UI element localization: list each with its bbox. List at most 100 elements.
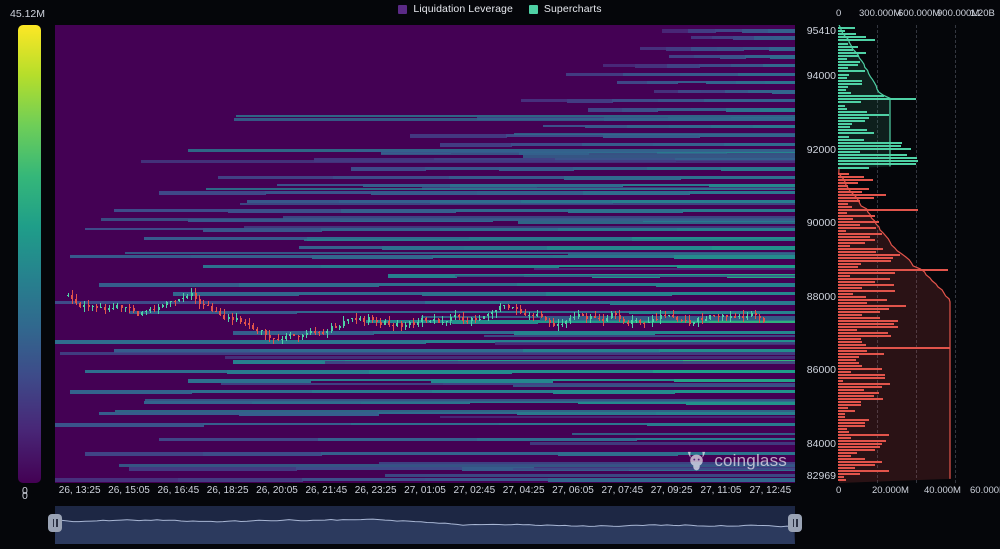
side-bar-long [838, 280, 875, 283]
time-axis-label: 27, 09:25 [650, 485, 693, 496]
side-bar-long [838, 364, 862, 367]
side-bar-short [838, 166, 870, 169]
side-bar-long [838, 343, 866, 346]
side-bar-long [838, 253, 901, 256]
side-bar-long [838, 187, 870, 190]
side-bar-long [838, 214, 875, 217]
side-bar-long [838, 211, 848, 214]
side-bar-long [838, 262, 861, 265]
side-bar-long [838, 286, 862, 289]
side-axis-label: 0 [836, 485, 842, 496]
colorbar-zero-label: 0 [22, 485, 28, 497]
side-bar-long [838, 424, 865, 427]
side-bar-long [838, 463, 876, 466]
side-bar-long [838, 190, 863, 193]
navigator-track[interactable] [48, 506, 802, 544]
side-bar-long [838, 232, 882, 235]
side-bar-long [838, 310, 880, 313]
side-bar-short [838, 39, 875, 42]
side-bar-long [838, 184, 849, 187]
price-axis-label: 94000 [806, 69, 836, 82]
side-bar-short [838, 33, 856, 36]
legend-item-liquidation-leverage[interactable]: Liquidation Leverage [398, 3, 513, 15]
side-bar-short [838, 67, 848, 70]
side-bar-short [838, 154, 908, 157]
legend-label: Supercharts [543, 3, 602, 15]
time-axis-label: 26, 23:25 [354, 485, 397, 496]
side-bar-short [838, 129, 868, 132]
time-axis-label: 27, 06:05 [552, 485, 594, 496]
side-bar-long [838, 283, 895, 286]
side-bar-long [838, 223, 861, 226]
side-bar-long [838, 400, 861, 403]
side-bar-long [838, 442, 883, 445]
side-bar-long [838, 325, 898, 328]
side-panel-top-axis: 0 300.000M 600.000M 900.000M 1.20B [836, 8, 1000, 22]
side-bar-long [838, 433, 890, 436]
side-bar-short [838, 98, 917, 101]
side-bar-long [838, 277, 890, 280]
side-bar-long [838, 238, 876, 241]
side-bar-long [838, 319, 898, 322]
side-bar-long [838, 328, 857, 331]
side-bar-long [838, 331, 888, 334]
heatmap-plot-area[interactable]: coinglass [55, 25, 795, 483]
side-bar-short [838, 120, 865, 122]
legend-item-supercharts[interactable]: Supercharts [528, 3, 602, 15]
side-bar-short [838, 36, 866, 39]
side-bar-long [838, 376, 886, 379]
side-bar-short [838, 45, 859, 48]
legend-swatch-icon [398, 4, 408, 14]
side-bar-long [838, 289, 895, 292]
side-bar-long [838, 346, 951, 349]
side-bar-long [838, 469, 890, 472]
side-bar-long [838, 466, 856, 469]
side-bar-long [838, 379, 844, 382]
side-bar-long [838, 361, 860, 364]
side-bar-long [838, 181, 859, 184]
range-handle-left[interactable] [48, 514, 62, 532]
side-bar-long [838, 436, 852, 439]
price-axis-label: 92000 [806, 143, 836, 156]
side-bar-long [838, 244, 850, 247]
side-panel-bottom-axis: 0 20.000M 40.000M 60.000M [836, 485, 1000, 499]
side-bar-long [838, 205, 852, 208]
side-bar-short [838, 58, 847, 60]
side-bar-long [838, 208, 919, 211]
side-bar-short [838, 144, 901, 147]
side-bar-long [838, 259, 891, 262]
time-axis-label: 26, 13:25 [58, 485, 101, 496]
range-handle-right[interactable] [788, 514, 802, 532]
side-bar-long [838, 301, 868, 304]
side-bar-long [838, 412, 846, 415]
side-bar-long [838, 340, 863, 343]
side-bar-short [838, 113, 889, 116]
side-bar-long [838, 478, 847, 481]
side-bar-long [838, 403, 862, 406]
side-bar-short [838, 138, 864, 141]
range-navigator[interactable] [0, 503, 1000, 549]
side-bar-short [838, 163, 917, 166]
side-axis-label: 20.000M [872, 485, 909, 496]
coinglass-watermark: coinglass [685, 450, 787, 471]
side-bar-long [838, 457, 866, 460]
side-bar-short [838, 104, 845, 107]
color-scale-max-label: 45.12M [10, 8, 46, 20]
cumulative-liquidation-panel[interactable] [838, 25, 994, 483]
side-bar-long [838, 298, 887, 301]
side-bar-long [838, 406, 849, 409]
side-bar-long [838, 472, 860, 475]
side-bar-long [838, 334, 891, 337]
price-axis-label: 86000 [806, 364, 836, 377]
side-axis-label: 0 [836, 8, 842, 19]
side-bar-long [838, 235, 870, 238]
time-axis-label: 27, 12:45 [749, 485, 792, 496]
side-bar-long [838, 193, 887, 196]
side-bar-long [838, 217, 853, 220]
side-bar-short [838, 151, 860, 153]
side-bar-long [838, 448, 875, 451]
side-axis-label: 900.000M [937, 8, 980, 19]
watermark-text: coinglass [714, 450, 787, 470]
price-axis-label: 88000 [806, 290, 836, 303]
